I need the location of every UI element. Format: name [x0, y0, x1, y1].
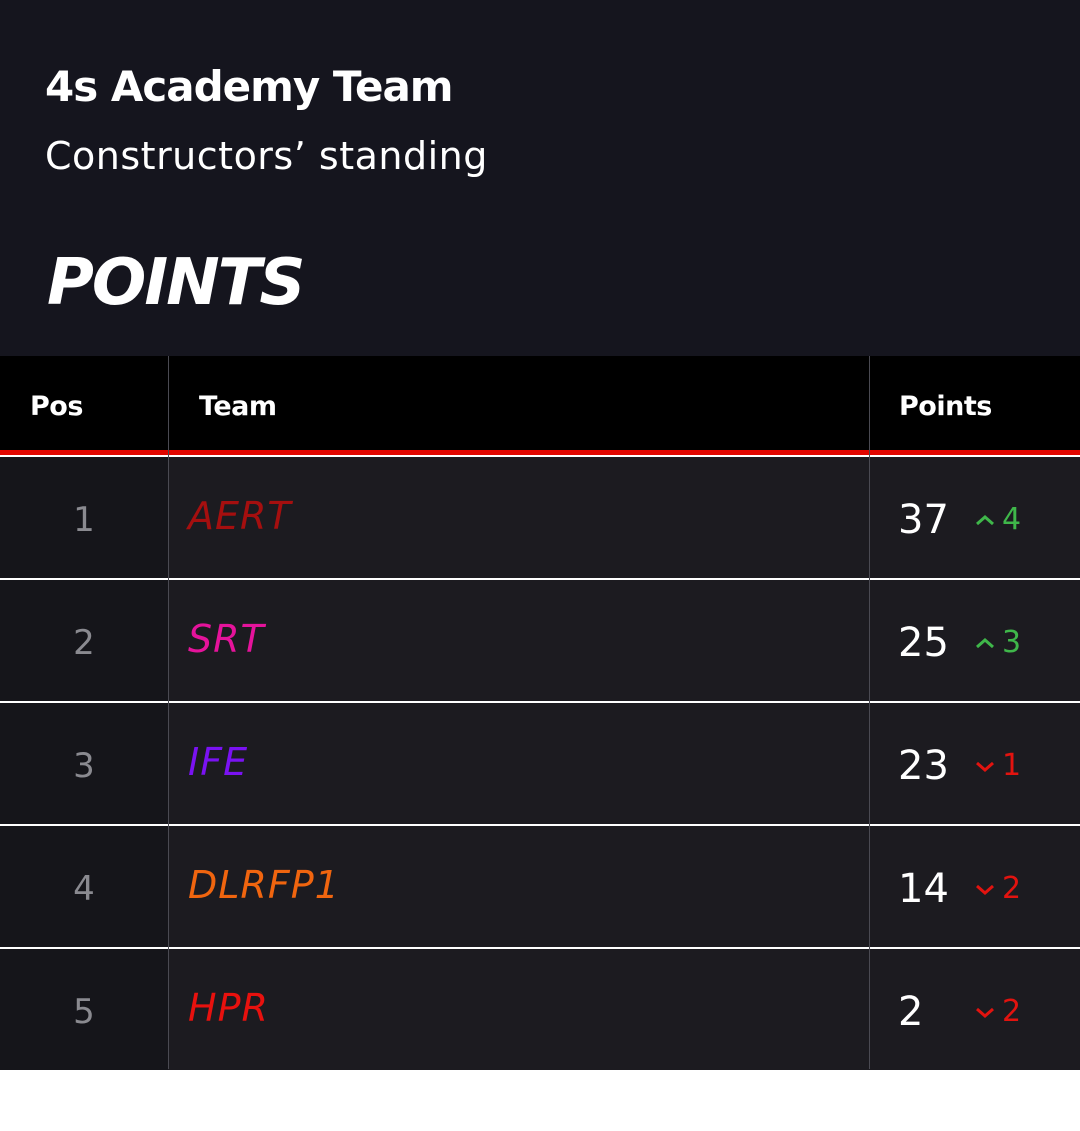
points-cell: 14 2	[898, 826, 1021, 947]
points-cell: 25 3	[898, 580, 1021, 701]
header-panel: 4s Academy Team Constructors’ standing P…	[0, 0, 1080, 356]
position-cell: 2	[0, 580, 168, 701]
position-change-value: 2	[1002, 871, 1022, 906]
points-value: 14	[898, 865, 949, 912]
position-change-value: 2	[1002, 994, 1022, 1029]
position-change: 2	[974, 994, 1021, 1029]
chevron-up-icon	[976, 514, 994, 525]
column-header-pos: Pos	[30, 391, 83, 422]
chevron-down-icon	[976, 884, 994, 895]
position-cell: 1	[0, 457, 168, 578]
position-change: 1	[974, 748, 1021, 783]
points-value: 23	[898, 742, 949, 789]
position-change-value: 4	[1002, 502, 1022, 537]
team-name: DLRFP1	[188, 863, 340, 907]
table-row: 4 DLRFP1 14 2	[0, 824, 1080, 947]
table-row: 5 HPR 2 2	[0, 947, 1080, 1070]
section-heading: POINTS	[47, 246, 305, 320]
position-change-value: 3	[1002, 625, 1022, 660]
column-divider	[168, 356, 169, 1069]
chevron-up-icon	[976, 637, 994, 648]
header-accent-line	[0, 450, 1080, 455]
points-cell: 37 4	[898, 457, 1021, 578]
team-name: IFE	[188, 740, 249, 784]
team-name: HPR	[188, 986, 269, 1030]
points-cell: 2 2	[898, 949, 1021, 1070]
points-value: 37	[898, 496, 949, 543]
table-header: Pos Team Points	[0, 356, 1080, 450]
table-row: 1 AERT 37 4	[0, 455, 1080, 578]
team-name: SRT	[188, 617, 265, 661]
page-subtitle: Constructors’ standing	[45, 134, 488, 178]
team-title: 4s Academy Team	[45, 62, 454, 111]
position-change: 4	[974, 502, 1021, 537]
position-change: 2	[974, 871, 1021, 906]
chevron-down-icon	[976, 761, 994, 772]
position-cell: 3	[0, 703, 168, 824]
points-value: 2	[898, 988, 924, 1035]
position-cell: 4	[0, 826, 168, 947]
column-divider	[869, 356, 870, 1069]
column-header-team: Team	[199, 391, 277, 422]
points-value: 25	[898, 619, 949, 666]
points-cell: 23 1	[898, 703, 1021, 824]
position-change: 3	[974, 625, 1021, 660]
team-name: AERT	[188, 494, 292, 538]
chevron-down-icon	[976, 1007, 994, 1018]
table-row: 2 SRT 25 3	[0, 578, 1080, 701]
position-cell: 5	[0, 949, 168, 1070]
position-change-value: 1	[1002, 748, 1022, 783]
column-header-points: Points	[899, 391, 992, 422]
table-row: 3 IFE 23 1	[0, 701, 1080, 824]
